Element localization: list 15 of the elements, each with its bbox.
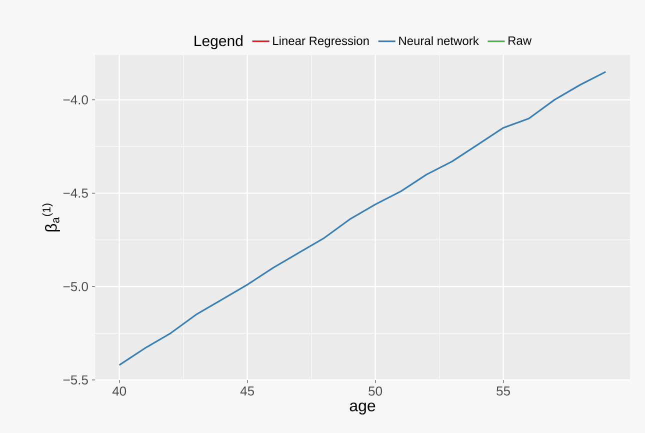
y-axis-title: β$_{a}$(1): [42, 204, 60, 232]
legend-label: Raw: [508, 36, 532, 45]
x-tick-label: 55: [496, 386, 510, 396]
y-tick-label: −4.0: [63, 95, 88, 104]
y-tick-label: −5.5: [63, 375, 88, 385]
y-tick-label: −4.5: [63, 188, 88, 198]
legend-title: Legend: [194, 35, 242, 50]
legend-label: Linear Regression: [273, 36, 369, 48]
x-tick-label: 50: [368, 386, 382, 396]
x-axis-title: age: [350, 402, 376, 415]
legend-label: Neural network: [399, 36, 479, 46]
y-tick-label: −5.0: [63, 282, 88, 292]
x-tick-label: 45: [240, 386, 254, 396]
x-tick-label: 40: [112, 386, 126, 396]
line-series: [118, 71, 606, 366]
